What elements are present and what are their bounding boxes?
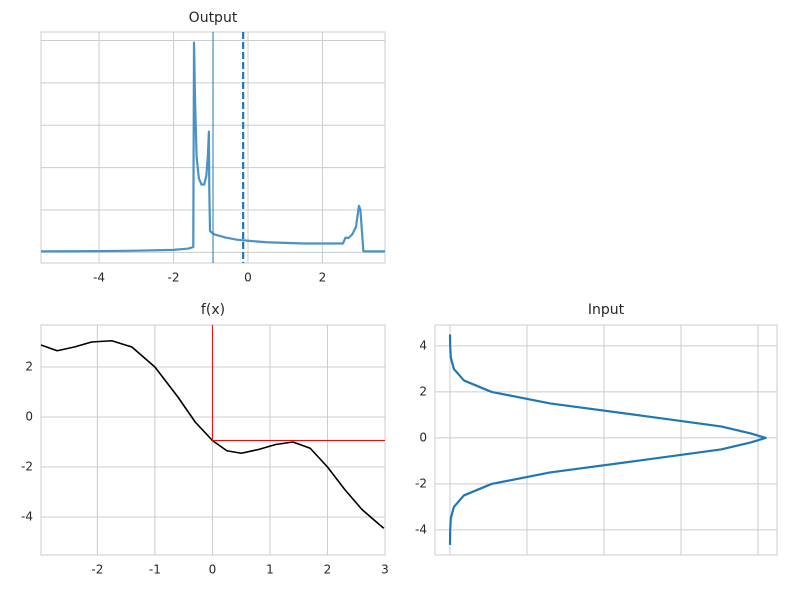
- x-tick-label: -4: [93, 271, 105, 285]
- x-tick-label: 0: [244, 271, 252, 285]
- x-tick-label: 3: [381, 563, 389, 577]
- x-tick-label: 2: [319, 271, 327, 285]
- y-tick-label: 0: [25, 410, 33, 424]
- x-tick-label: -1: [149, 563, 161, 577]
- x-tick-label: 0: [209, 563, 217, 577]
- y-tick-label: -4: [21, 510, 33, 524]
- x-tick-label: -2: [91, 563, 103, 577]
- data-line: [40, 41, 385, 253]
- x-tick-label: 2: [324, 563, 332, 577]
- y-tick-label: 2: [25, 360, 33, 374]
- y-tick-label: 4: [419, 338, 427, 352]
- chart-title: f(x): [201, 302, 225, 318]
- x-tick-label: 1: [266, 563, 274, 577]
- data-line: [40, 339, 385, 529]
- y-tick-label: -2: [21, 460, 33, 474]
- data-line: [448, 334, 767, 545]
- axes-frame: [434, 324, 778, 556]
- x-tick-label: -2: [168, 271, 180, 285]
- chart-title: Output: [189, 10, 238, 26]
- y-tick-label: -4: [415, 522, 427, 536]
- chart-title: Input: [588, 302, 625, 318]
- y-tick-label: 2: [419, 384, 427, 398]
- y-tick-label: -2: [415, 476, 427, 490]
- y-tick-label: 0: [419, 430, 427, 444]
